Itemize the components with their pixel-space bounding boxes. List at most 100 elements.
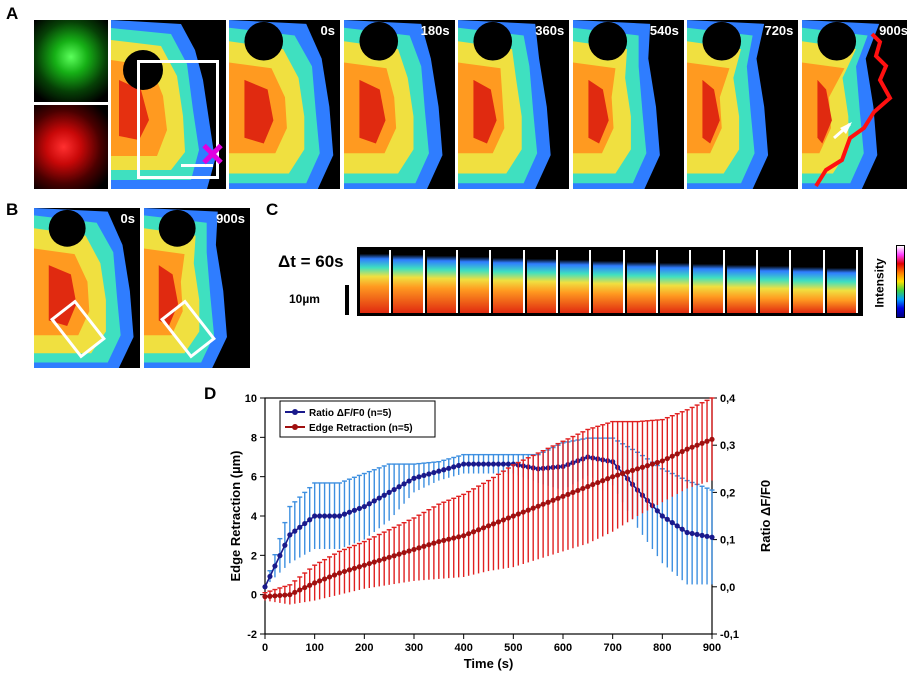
x-tick-label: 100 <box>305 642 323 654</box>
kymograph-frame <box>393 250 425 313</box>
data-point <box>401 549 407 556</box>
data-point <box>684 529 690 536</box>
data-point <box>302 520 308 527</box>
y2-axis-label: Ratio ΔF/F0 <box>758 480 773 552</box>
data-point <box>535 466 541 472</box>
data-point <box>525 464 531 470</box>
data-point <box>510 461 516 467</box>
data-point <box>565 491 571 497</box>
scale-bar-vertical <box>345 285 349 315</box>
data-point <box>361 503 367 510</box>
data-point <box>471 461 477 467</box>
red-channel-image <box>34 105 108 189</box>
data-point <box>550 497 556 503</box>
data-point <box>277 592 283 599</box>
data-point <box>426 471 432 477</box>
kymograph-frame <box>693 250 725 313</box>
data-point <box>505 515 511 521</box>
data-point <box>525 507 531 513</box>
time-frame: 900s <box>802 20 907 189</box>
data-point <box>406 548 412 554</box>
data-point <box>654 508 660 514</box>
data-point <box>356 564 362 570</box>
series-ratio <box>262 437 715 590</box>
injection-site-marker <box>200 142 224 166</box>
legend-label: Edge Retraction (n=5) <box>309 423 413 434</box>
data-point <box>709 534 715 540</box>
data-point <box>669 520 675 526</box>
data-point <box>699 440 705 446</box>
data-point <box>600 457 606 463</box>
y-tick-label: -2 <box>247 629 257 641</box>
time-frame: 180s <box>343 20 455 189</box>
cell-heatmap <box>34 208 134 368</box>
data-point <box>356 505 362 512</box>
data-point <box>272 593 278 599</box>
data-point <box>341 568 348 575</box>
data-point <box>580 456 586 462</box>
plot-frame <box>264 397 713 635</box>
data-point <box>456 462 462 469</box>
series-line <box>264 438 713 598</box>
kymograph-frame <box>660 250 692 313</box>
data-point <box>411 546 417 553</box>
data-point <box>595 479 601 486</box>
data-point <box>649 461 656 467</box>
colorbar-label: Intensity <box>872 258 887 308</box>
data-point <box>520 463 526 469</box>
data-point <box>391 553 397 559</box>
data-point <box>674 523 680 529</box>
data-point <box>610 474 616 480</box>
data-point <box>649 503 656 509</box>
data-point <box>297 524 303 530</box>
cell-heatmap <box>144 208 227 368</box>
data-point <box>371 498 377 504</box>
data-point <box>555 495 561 501</box>
data-point <box>307 582 313 588</box>
data-point <box>262 584 268 590</box>
data-point <box>590 455 596 461</box>
data-point <box>615 464 621 470</box>
data-point <box>346 509 353 515</box>
data-point <box>466 461 472 467</box>
data-point <box>421 543 427 549</box>
data-point <box>326 574 333 580</box>
time-frame: 360s <box>458 20 570 189</box>
data-point <box>312 513 318 519</box>
edge-outline-overlay <box>814 32 893 188</box>
data-point <box>570 460 576 466</box>
data-point <box>560 463 566 470</box>
data-point <box>555 464 561 470</box>
kymograph-frame <box>360 250 392 313</box>
data-point <box>421 472 427 479</box>
x-tick-label: 400 <box>454 642 472 654</box>
data-point <box>297 587 303 593</box>
data-point <box>530 465 536 471</box>
legend-label: Ratio ΔF/F0 (n=5) <box>309 408 391 419</box>
data-point <box>689 444 695 450</box>
data-point <box>620 470 626 477</box>
data-point <box>361 562 367 568</box>
data-point <box>629 481 636 487</box>
cell-heatmap <box>687 20 769 189</box>
data-point <box>451 464 457 470</box>
time-label: 720s <box>764 23 794 38</box>
cell-heatmap <box>802 20 880 189</box>
data-point <box>545 499 551 505</box>
data-point <box>381 556 387 562</box>
legend-marker <box>292 424 298 430</box>
data-point <box>317 578 323 584</box>
x-tick-label: 500 <box>504 642 522 654</box>
data-point <box>495 461 502 467</box>
data-point <box>485 461 492 467</box>
y2-tick-label: 0,1 <box>720 535 735 547</box>
data-point <box>376 495 382 501</box>
data-point <box>282 542 288 548</box>
data-point <box>475 527 482 533</box>
data-point <box>322 576 328 582</box>
data-point <box>441 537 447 543</box>
data-point <box>669 453 675 459</box>
kymograph-frame <box>826 250 858 313</box>
data-point <box>302 584 308 591</box>
data-point <box>376 557 382 564</box>
